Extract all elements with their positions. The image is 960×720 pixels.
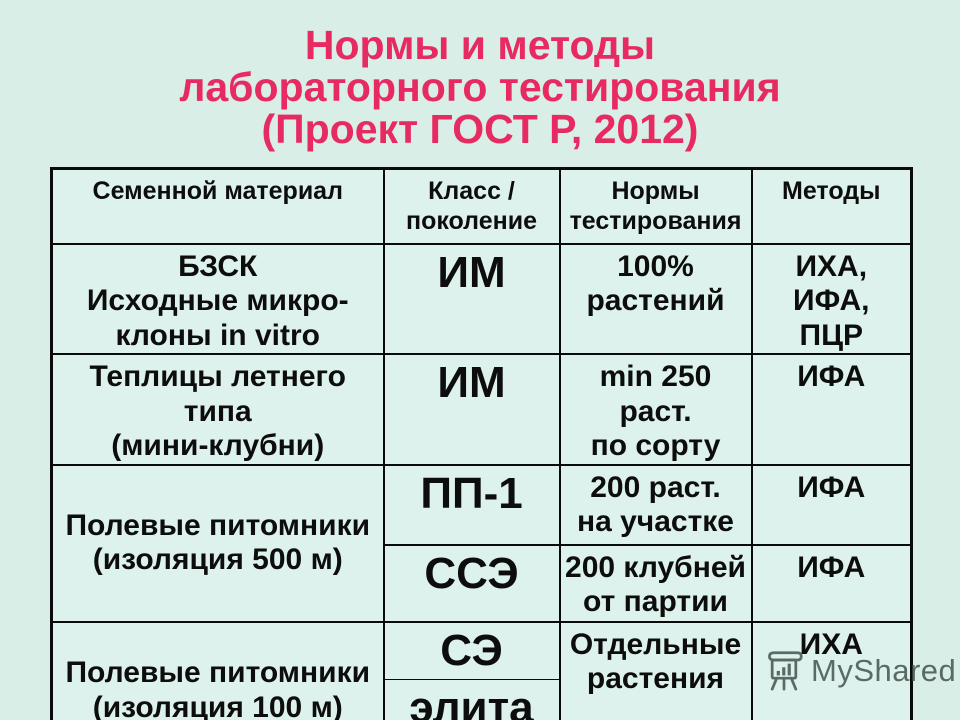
- table-row: Полевые питомники (изоляция 100 м) СЭ От…: [50, 620, 913, 720]
- cell-methods-ifa-1: ИФА: [750, 353, 913, 466]
- slide-title: Нормы и методы лабораторного тестировани…: [0, 24, 960, 150]
- title-line-2: лабораторного тестирования: [179, 64, 781, 110]
- header-seed-material: Семенной материал: [50, 167, 385, 245]
- cell-methods-iha: ИХА: [750, 620, 913, 720]
- cell-norm-200-plants: 200 раст. на участке: [558, 463, 753, 546]
- testing-norms-table: Семенной материал Класс / поколение Норм…: [50, 167, 913, 720]
- table-row: Теплицы летнего типа (мини-клубни) ИМ mi…: [50, 353, 913, 466]
- cell-class-im-1: ИМ: [382, 242, 561, 355]
- title-line-1: Нормы и методы: [304, 22, 656, 68]
- cell-methods-iha-ifa-pcr: ИХА, ИФА, ПЦР: [750, 242, 913, 355]
- cell-norm-individual-plants: Отдельные растения: [558, 620, 753, 720]
- cell-norm-100-percent: 100% растений: [558, 242, 753, 355]
- header-methods: Методы: [750, 167, 913, 245]
- table-row: ССЭ 200 клубней от партии ИФА: [52, 543, 913, 623]
- header-testing-norms: Нормы тестирования: [558, 167, 753, 245]
- cell-methods-ifa-3: ИФА: [750, 543, 913, 623]
- cell-norm-200-tubers: 200 клубней от партии: [558, 543, 753, 623]
- table-row: Полевые питомники (изоляция 500 м) ПП-1 …: [50, 463, 913, 623]
- cell-methods-ifa-2: ИФА: [750, 463, 913, 546]
- table-header-row: Семенной материал Класс / поколение Норм…: [50, 167, 913, 245]
- cell-material-bzsk: БЗСК Исходные микро- клоны in vitro: [50, 242, 385, 355]
- cell-class-pp1: ПП-1: [382, 463, 561, 546]
- cell-material-greenhouses: Теплицы летнего типа (мини-клубни): [50, 353, 385, 466]
- table-row: БЗСК Исходные микро- клоны in vitro ИМ 1…: [50, 242, 913, 355]
- cell-norm-min-250: min 250 раст. по сорту: [558, 353, 753, 466]
- cell-class-elita: элита: [382, 679, 561, 720]
- cell-class-im-2: ИМ: [382, 353, 561, 466]
- cell-class-sse: ССЭ: [382, 543, 561, 623]
- header-class-generation: Класс / поколение: [382, 167, 561, 245]
- cell-material-field-100m: Полевые питомники (изоляция 100 м): [50, 620, 385, 720]
- cell-material-field-500m: Полевые питомники (изоляция 500 м): [50, 463, 385, 623]
- cell-class-se: СЭ: [382, 620, 561, 680]
- table-row: элита: [52, 679, 912, 720]
- title-line-3: (Проект ГОСТ Р, 2012): [261, 106, 699, 152]
